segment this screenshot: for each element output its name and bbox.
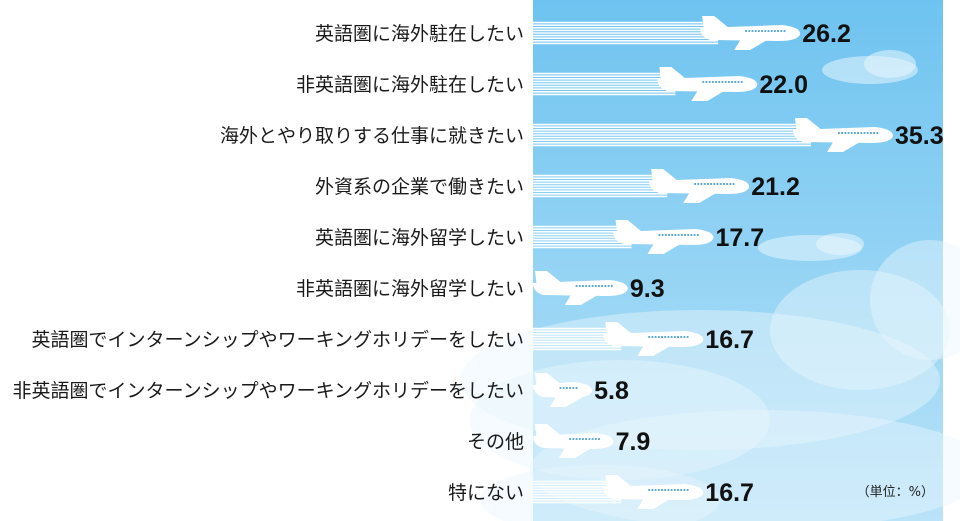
bar <box>533 169 750 203</box>
airplane-icon <box>657 67 758 101</box>
airplane-icon <box>533 373 593 407</box>
airplane-icon <box>603 322 704 356</box>
airplane-icon <box>649 169 750 203</box>
contrail <box>533 327 622 351</box>
value-label: 16.7 <box>705 479 754 507</box>
value-label: 9.3 <box>630 275 665 303</box>
bar <box>533 475 704 509</box>
value-label: 35.3 <box>895 122 944 150</box>
contrail <box>533 480 622 504</box>
bar <box>533 220 714 254</box>
category-label: 非英語圏に海外留学したい <box>296 278 524 300</box>
category-label: 特にない <box>448 482 524 504</box>
value-label: 5.8 <box>594 377 629 405</box>
airplane-icon <box>603 475 704 509</box>
bar <box>533 16 801 50</box>
bar <box>533 322 704 356</box>
airplane-icon <box>533 424 614 458</box>
cloud-shape <box>480 465 720 521</box>
category-label: その他 <box>467 431 524 453</box>
cloud-shape <box>864 50 916 78</box>
category-label: 外資系の企業で働きたい <box>315 176 524 198</box>
value-label: 22.0 <box>759 71 808 99</box>
cloud-shape <box>816 233 864 255</box>
contrail <box>533 21 719 45</box>
unit-note: （単位：%） <box>857 484 934 500</box>
category-label: 英語圏に海外留学したい <box>315 227 524 249</box>
category-label: 海外とやり取りする仕事に就きたい <box>220 125 524 147</box>
airplane-icon <box>793 118 893 152</box>
contrail <box>533 225 632 249</box>
value-label: 17.7 <box>716 224 765 252</box>
category-label: 非英語圏でインターンシップやワーキングホリデーをしたい <box>13 380 524 402</box>
bar <box>533 271 628 305</box>
bar-series: 26.2 22.0 35.3 21.2 17.7 9.3 16.7 5.8 7.9 16.7 <box>533 16 944 509</box>
bar <box>533 67 758 101</box>
contrail <box>533 174 668 198</box>
bar <box>533 373 593 407</box>
bar <box>533 424 614 458</box>
value-label: 21.2 <box>751 173 800 201</box>
airplane-icon <box>613 220 714 254</box>
bar <box>533 118 893 152</box>
category-label: 英語圏に海外駐在したい <box>315 23 524 45</box>
value-label: 16.7 <box>705 326 754 354</box>
value-label: 7.9 <box>616 428 651 456</box>
cloud-shape <box>770 270 950 390</box>
cloud-shape <box>870 240 960 360</box>
airplane-icon <box>700 16 801 50</box>
airplane-icon <box>533 271 628 305</box>
contrail <box>533 72 676 96</box>
value-label: 26.2 <box>802 20 851 48</box>
category-label: 英語圏でインターンシップやワーキングホリデーをしたい <box>32 329 524 351</box>
contrail <box>533 123 811 147</box>
category-labels: 英語圏に海外駐在したい非英語圏に海外駐在したい海外とやり取りする仕事に就きたい外… <box>13 23 524 504</box>
category-label: 非英語圏に海外駐在したい <box>296 74 524 96</box>
